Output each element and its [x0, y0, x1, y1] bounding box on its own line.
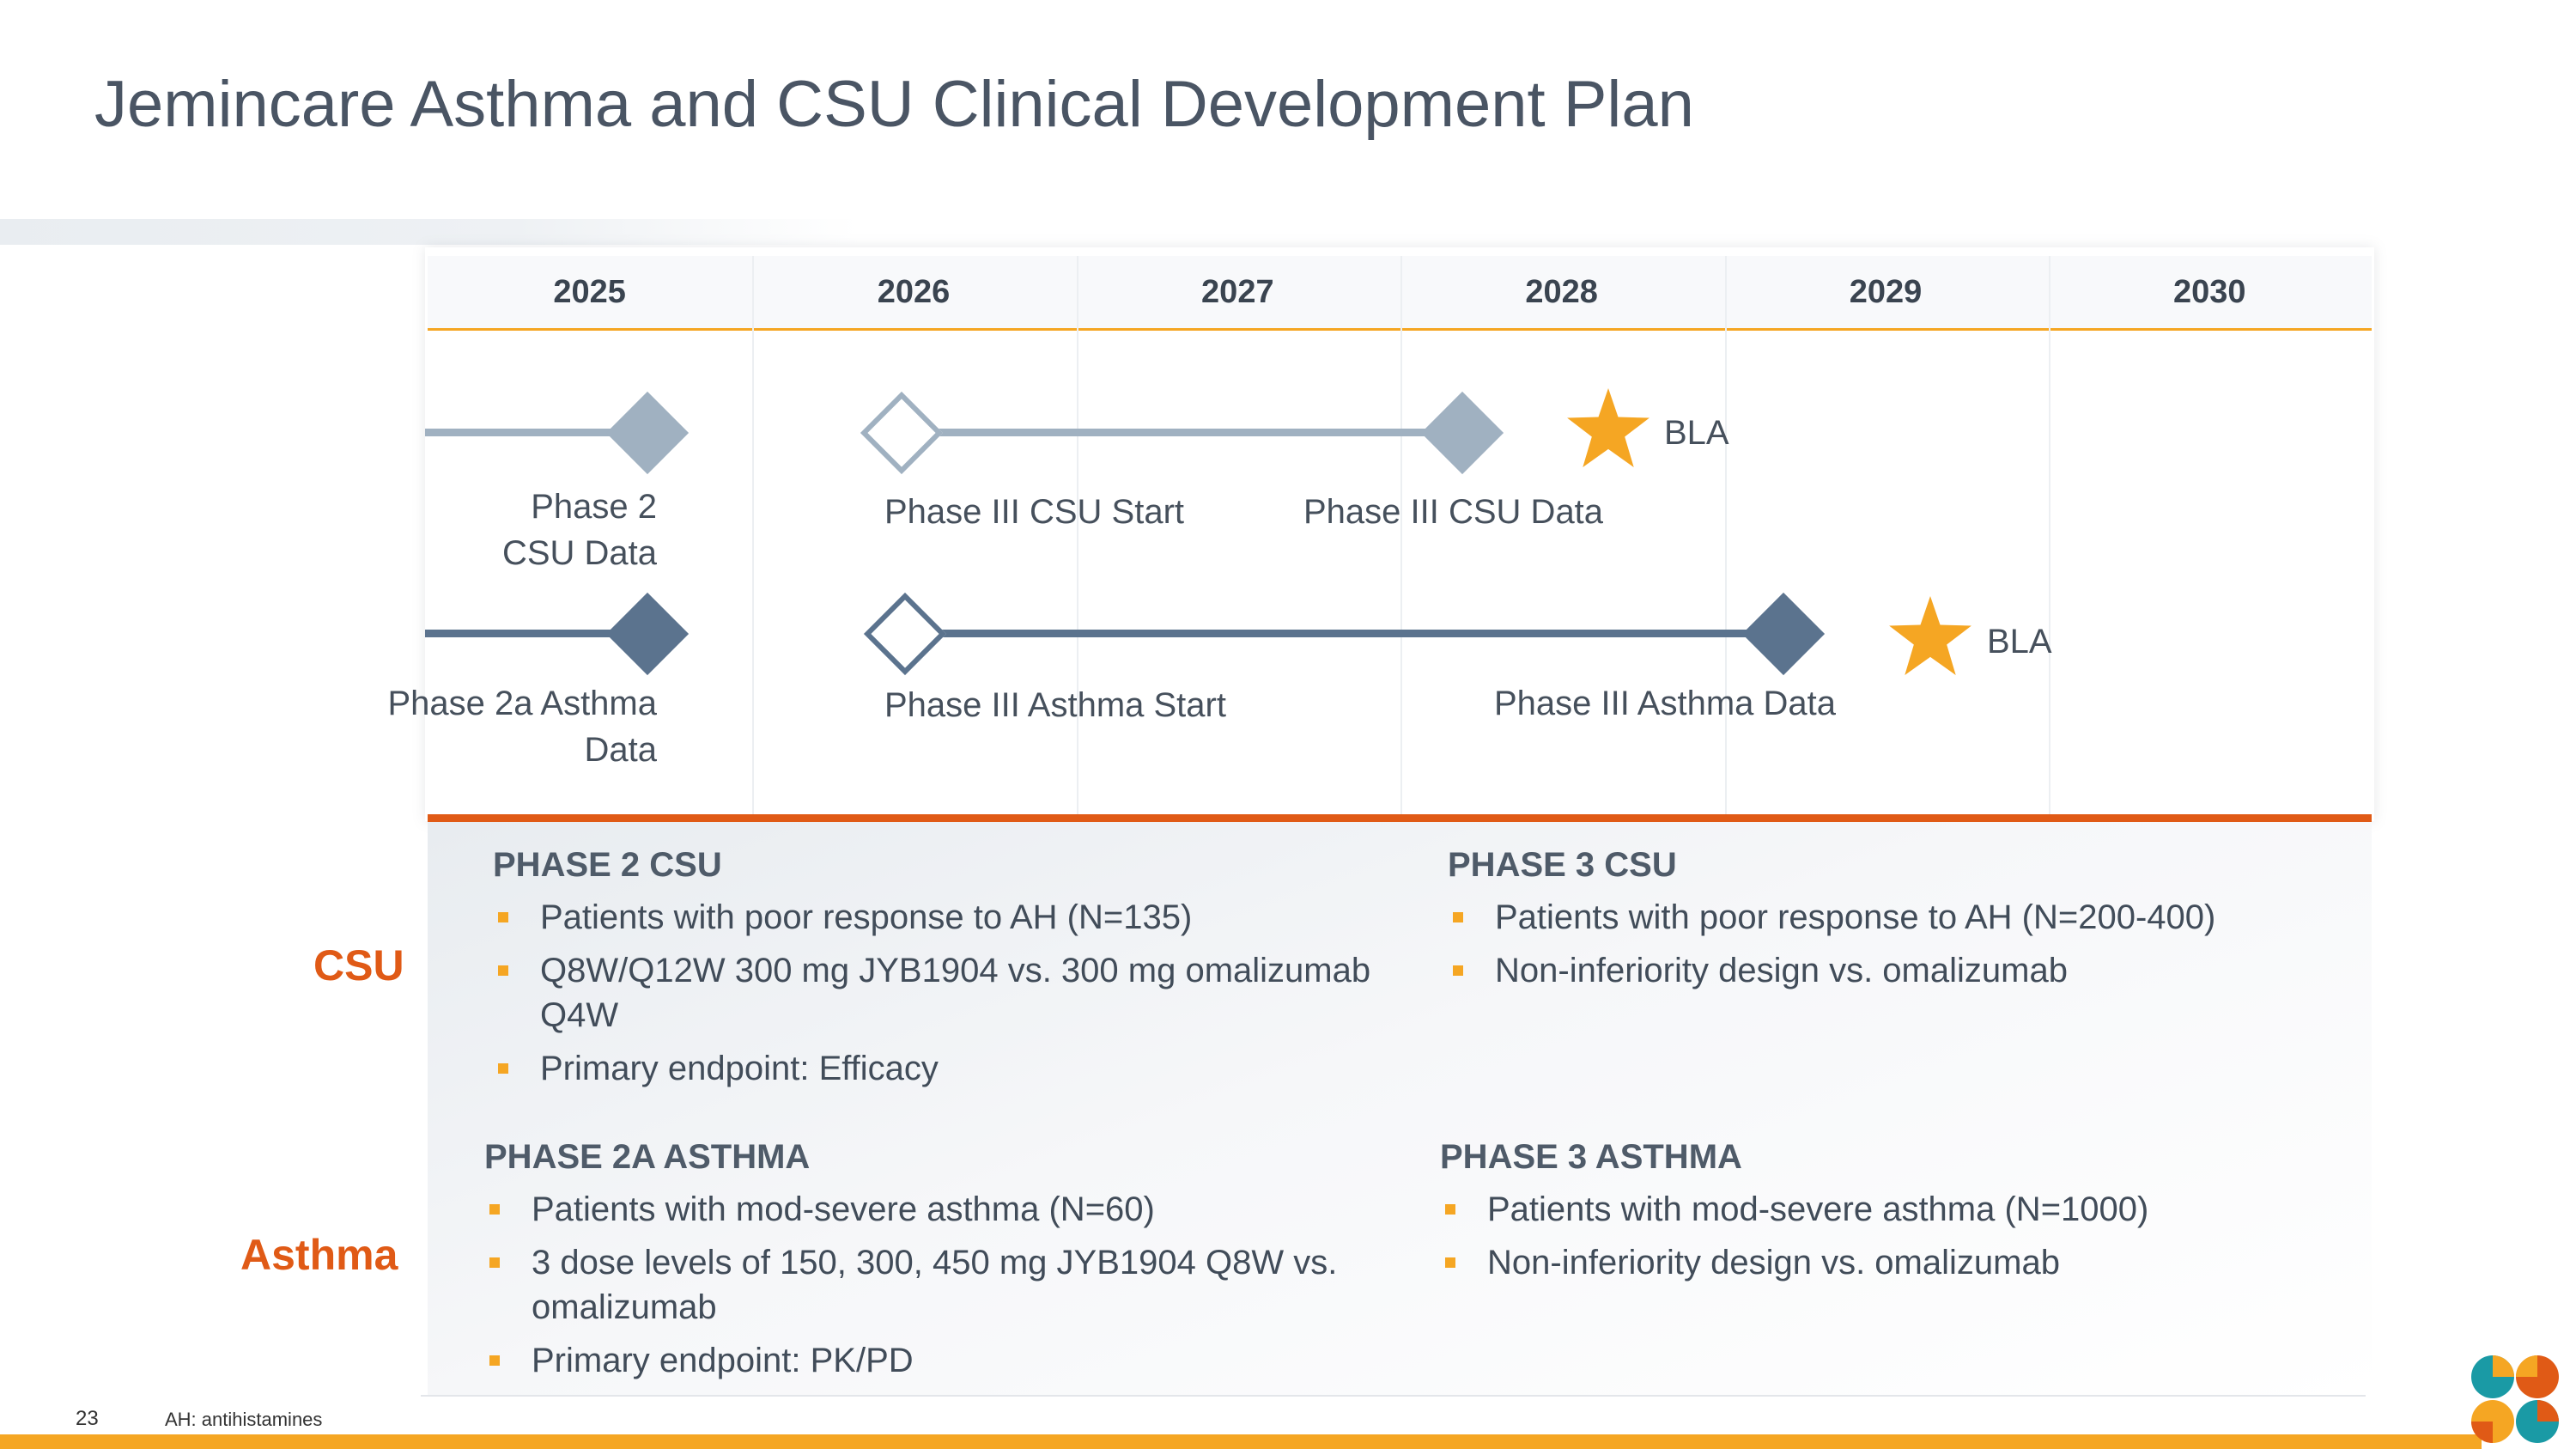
- year-2026: 2026: [877, 273, 951, 310]
- bottom-rule: [421, 1395, 2366, 1397]
- phase2-csu-bullet: Q8W/Q12W 300 mg JYB1904 vs. 300 mg omali…: [493, 948, 1403, 1038]
- phase3-csu-heading: PHASE 3 CSU: [1448, 846, 1677, 884]
- csu-row-label: CSU: [313, 941, 404, 989]
- asthma-bla-star-icon: [1889, 596, 1971, 675]
- csu-phase3-data-label: Phase III CSU Data: [1303, 493, 1604, 531]
- year-2027: 2027: [1201, 273, 1274, 310]
- year-divider: [2049, 256, 2050, 819]
- phase2a-asthma-bullet: 3 dose levels of 150, 300, 450 mg JYB190…: [484, 1240, 1394, 1330]
- csu-bla-label: BLA: [1664, 414, 1729, 452]
- phase3-asthma-bullet: Non-inferiority design vs. omalizumab: [1440, 1240, 2350, 1285]
- year-divider: [752, 256, 754, 819]
- phase3-asthma-heading: PHASE 3 ASTHMA: [1440, 1138, 1742, 1176]
- csu-phase2-bar: [425, 429, 648, 436]
- asthma-phase2a-bar: [425, 630, 648, 637]
- year-2030: 2030: [2173, 273, 2246, 310]
- footer-bar: [0, 1434, 2482, 1449]
- year-divider: [1400, 256, 1402, 819]
- asthma-row-label: Asthma: [240, 1231, 398, 1279]
- phase2a-asthma-heading: PHASE 2A ASTHMA: [484, 1138, 811, 1176]
- page-number: 23: [76, 1407, 99, 1430]
- csu-phase3-start-label: Phase III CSU Start: [884, 493, 1185, 531]
- phase2a-asthma-block: PHASE 2A ASTHMA Patients with mod-severe…: [484, 1138, 1394, 1391]
- phase3-csu-bullet: Patients with poor response to AH (N=200…: [1448, 895, 2358, 940]
- page-title: Jemincare Asthma and CSU Clinical Develo…: [94, 68, 1694, 141]
- phase2a-asthma-bullet: Patients with mod-severe asthma (N=60): [484, 1187, 1394, 1232]
- asthma-phase3-bar: [907, 630, 1783, 637]
- asthma-phase2a-label: Phase 2a Asthma Data: [387, 685, 657, 769]
- header-band: [0, 219, 859, 245]
- asthma-bla-label: BLA: [1987, 623, 2052, 661]
- csu-phase3-bar: [903, 429, 1461, 436]
- phase2-csu-bullet: Patients with poor response to AH (N=135…: [493, 895, 1403, 940]
- year-header: 2025 2026 2027 2028 2029 2030: [428, 256, 2372, 331]
- phase2-csu-heading: PHASE 2 CSU: [493, 846, 722, 884]
- phase3-csu-block: PHASE 3 CSU Patients with poor response …: [1448, 846, 2358, 1002]
- phase3-asthma-block: PHASE 3 ASTHMA Patients with mod-severe …: [1440, 1138, 2350, 1294]
- company-logo-icon: [2471, 1355, 2559, 1443]
- year-divider: [1725, 256, 1727, 819]
- details-panel: [428, 822, 2372, 1396]
- phase3-asthma-bullet: Patients with mod-severe asthma (N=1000): [1440, 1187, 2350, 1232]
- footnote: AH: antihistamines: [165, 1409, 323, 1430]
- asthma-phase3-data-label: Phase III Asthma Data: [1494, 685, 1836, 722]
- asthma-phase3-start-label: Phase III Asthma Start: [884, 686, 1226, 724]
- phase2-csu-bullet: Primary endpoint: Efficacy: [493, 1046, 1403, 1091]
- year-2029: 2029: [1849, 273, 1923, 310]
- year-divider: [1077, 256, 1078, 819]
- phase3-csu-bullet: Non-inferiority design vs. omalizumab: [1448, 948, 2358, 993]
- phase2-csu-block: PHASE 2 CSU Patients with poor response …: [493, 846, 1403, 1099]
- csu-bla-star-icon: [1567, 388, 1649, 467]
- year-2028: 2028: [1525, 273, 1598, 310]
- section-divider: [428, 814, 2372, 822]
- year-2025: 2025: [553, 273, 626, 310]
- csu-phase2-label: Phase 2 CSU Data: [501, 488, 657, 572]
- phase2a-asthma-bullet: Primary endpoint: PK/PD: [484, 1338, 1394, 1383]
